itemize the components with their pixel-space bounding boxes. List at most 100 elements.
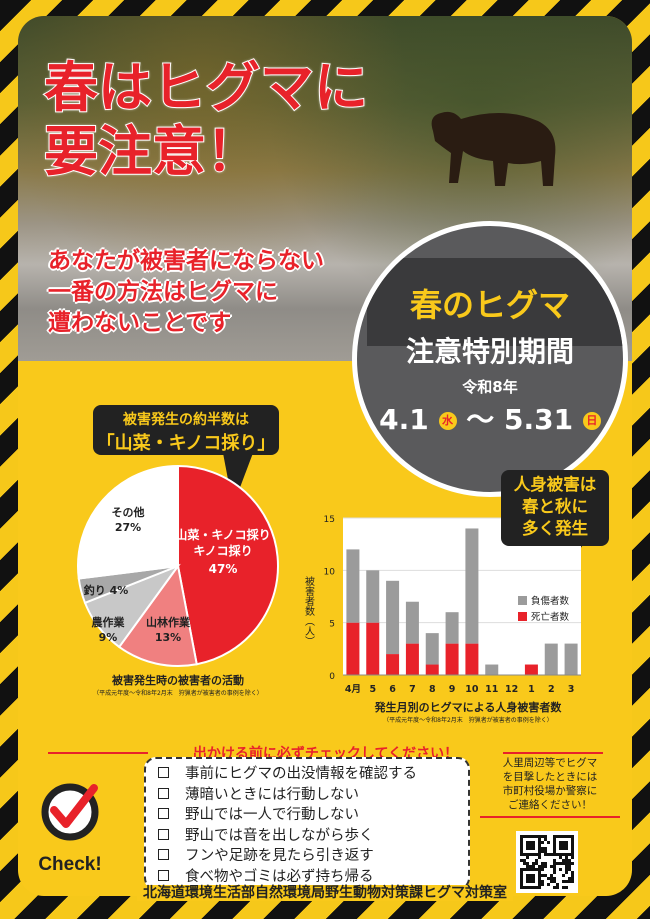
legend-label: 死亡者数 bbox=[531, 611, 570, 623]
checklist-item[interactable]: 食べ物やゴミは必ず持ち帰る bbox=[158, 867, 468, 888]
subtitle-line: あなたが被害者にならない bbox=[48, 248, 324, 274]
bar-segment bbox=[366, 622, 380, 675]
bar-segment bbox=[544, 643, 558, 675]
bar-segment bbox=[465, 528, 479, 644]
y-tick-label: 10 bbox=[324, 567, 336, 577]
legend-swatch bbox=[518, 612, 527, 621]
pie-callout: 被害発生の約半数は 「山菜・キノコ採り」 bbox=[93, 405, 279, 455]
bar-segment bbox=[405, 601, 419, 644]
bar-segment bbox=[465, 643, 479, 675]
bar-callout-line: 春と秋に bbox=[522, 497, 588, 516]
bar-segment bbox=[425, 633, 439, 665]
x-tick-label: 3 bbox=[568, 684, 575, 695]
pie-title: 被害発生時の被害者の活動 bbox=[112, 674, 244, 687]
bar-segment bbox=[445, 643, 459, 675]
pie-label: 農作業 bbox=[92, 615, 126, 629]
end-weekday: 日 bbox=[582, 412, 601, 430]
period-year: 令和8年 bbox=[462, 378, 518, 396]
legend-swatch bbox=[518, 596, 527, 605]
y-tick-label: 15 bbox=[324, 515, 335, 525]
pie-label: 9% bbox=[99, 631, 118, 644]
x-tick-label: 8 bbox=[429, 684, 436, 695]
notice-line: 市町村役場か警察に bbox=[502, 785, 598, 797]
pie-label: 27% bbox=[115, 521, 141, 534]
check-label: Check! bbox=[38, 854, 101, 875]
pie-caption: 被害発生時の被害者の活動 （平成元年度〜令和8年2月末 狩猟者が被害者の事例を除… bbox=[68, 672, 288, 697]
x-tick-label: 2 bbox=[548, 684, 555, 695]
pie-callout-line2: 「山菜・キノコ採り」 bbox=[96, 433, 276, 454]
checklist-item[interactable]: 野山では音を出しながら歩く bbox=[158, 826, 468, 847]
main-title-line1: 春はヒグマに bbox=[43, 55, 369, 120]
x-tick-label: 6 bbox=[389, 684, 396, 695]
pie-label: その他 bbox=[112, 505, 145, 519]
bar-segment bbox=[564, 643, 578, 675]
qr-code[interactable] bbox=[516, 831, 578, 893]
x-tick-label: 4月 bbox=[345, 684, 361, 695]
checklist-item-label: フンや足跡を見たら引き返す bbox=[185, 848, 374, 864]
end-date: 5.31 bbox=[504, 403, 574, 436]
period-dates: 4.1 水 〜 5.31 日 bbox=[357, 398, 623, 438]
footer-org: 北海道環境生活部自然環境局野生動物対策課ヒグマ対策室 bbox=[137, 885, 513, 901]
check-icon: Check! bbox=[38, 783, 102, 875]
legend-label: 負傷者数 bbox=[531, 595, 570, 607]
notice-line: 人里周辺等でヒグマ bbox=[502, 757, 598, 769]
x-tick-label: 11 bbox=[485, 684, 498, 695]
x-tick-label: 12 bbox=[505, 684, 518, 695]
bar-callout-line: 多く発生 bbox=[522, 519, 588, 538]
tilde: 〜 bbox=[466, 403, 495, 436]
checkbox[interactable] bbox=[158, 849, 169, 860]
checklist-item-label: 食べ物やゴミは必ず持ち帰る bbox=[185, 868, 374, 885]
footer: 北海道環境生活部自然環境局野生動物対策課ヒグマ対策室 bbox=[0, 882, 650, 902]
bar-segment bbox=[386, 654, 400, 675]
period-title: 春のヒグマ bbox=[409, 286, 570, 324]
bear-image bbox=[431, 111, 556, 186]
period-subtitle: 注意特別期間 bbox=[405, 335, 574, 368]
bar-segment bbox=[346, 622, 360, 675]
checklist-item[interactable]: フンや足跡を見たら引き返す bbox=[158, 846, 468, 867]
y-tick-label: 5 bbox=[329, 620, 335, 630]
checklist: 事前にヒグマの出没情報を確認する 薄暗いときには行動しない野山では一人で行動しない… bbox=[144, 757, 470, 890]
checklist-item-label: 薄暗いときには行動しない bbox=[185, 786, 359, 803]
x-tick-label: 7 bbox=[409, 684, 416, 695]
poster: 春はヒグマに 要注意！ あなたが被害者にならない 一番の方法はヒグマに 遭わない… bbox=[18, 16, 632, 896]
pie-slice bbox=[177, 464, 279, 666]
main-title-line2: 要注意！ bbox=[43, 119, 261, 184]
bar-title: 発生月別のヒグマによる人身被害者数 bbox=[374, 701, 562, 714]
pie-label: 山林作業 bbox=[146, 615, 191, 629]
pie-slice bbox=[77, 464, 179, 580]
checklist-item[interactable]: 薄暗いときには行動しない bbox=[158, 785, 468, 806]
checklist-item-label: 野山では音を出しながら歩く bbox=[185, 827, 374, 844]
checklist-item[interactable]: 事前にヒグマの出没情報を確認する bbox=[158, 764, 468, 785]
checkbox[interactable] bbox=[158, 828, 169, 840]
checklist-item-label: 事前にヒグマの出没情報を確認する bbox=[185, 766, 417, 782]
subtitle: あなたが被害者にならない 一番の方法はヒグマに 遭わないことです bbox=[48, 246, 324, 339]
bar-segment bbox=[425, 664, 439, 675]
bar-segment bbox=[405, 643, 419, 675]
checkbox[interactable] bbox=[158, 787, 169, 799]
pie-callout-line1: 被害発生の約半数は bbox=[123, 412, 249, 428]
pie-label: 釣り 4% bbox=[84, 583, 129, 597]
bar-segment bbox=[386, 580, 400, 655]
checklist-item[interactable]: 野山では一人で行動しない bbox=[158, 805, 468, 826]
bar-segment bbox=[485, 664, 499, 675]
sighting-notice: 人里周辺等でヒグマ を目撃したときには 市町村役場か警察に ご連絡ください！ bbox=[480, 756, 620, 818]
x-tick-label: 5 bbox=[369, 684, 376, 695]
bar-note: （平成元年度〜令和8年2月末 狩猟者が被害者の事例を除く） bbox=[383, 717, 553, 724]
start-weekday: 水 bbox=[438, 412, 457, 430]
pie-label: 13% bbox=[155, 631, 181, 644]
checkbox[interactable] bbox=[158, 808, 169, 819]
bar-segment bbox=[366, 570, 380, 623]
x-tick-label: 10 bbox=[465, 684, 479, 695]
bar-callout: 人身被害は 春と秋に 多く発生 bbox=[501, 470, 609, 546]
bar-callout-line: 人身被害は bbox=[513, 475, 597, 494]
checkbox[interactable] bbox=[158, 869, 169, 881]
checkbox[interactable] bbox=[158, 767, 169, 778]
x-tick-label: 1 bbox=[528, 684, 535, 695]
bar-segment bbox=[445, 612, 459, 644]
bar-caption: 発生月別のヒグマによる人身被害者数 （平成元年度〜令和8年2月末 狩猟者が被害者… bbox=[338, 699, 598, 724]
notice-line: ご連絡ください！ bbox=[508, 799, 592, 811]
pie-label: 山菜・キノコ採り bbox=[175, 527, 270, 542]
bar-segment bbox=[346, 549, 360, 623]
bar-segment bbox=[524, 664, 538, 675]
